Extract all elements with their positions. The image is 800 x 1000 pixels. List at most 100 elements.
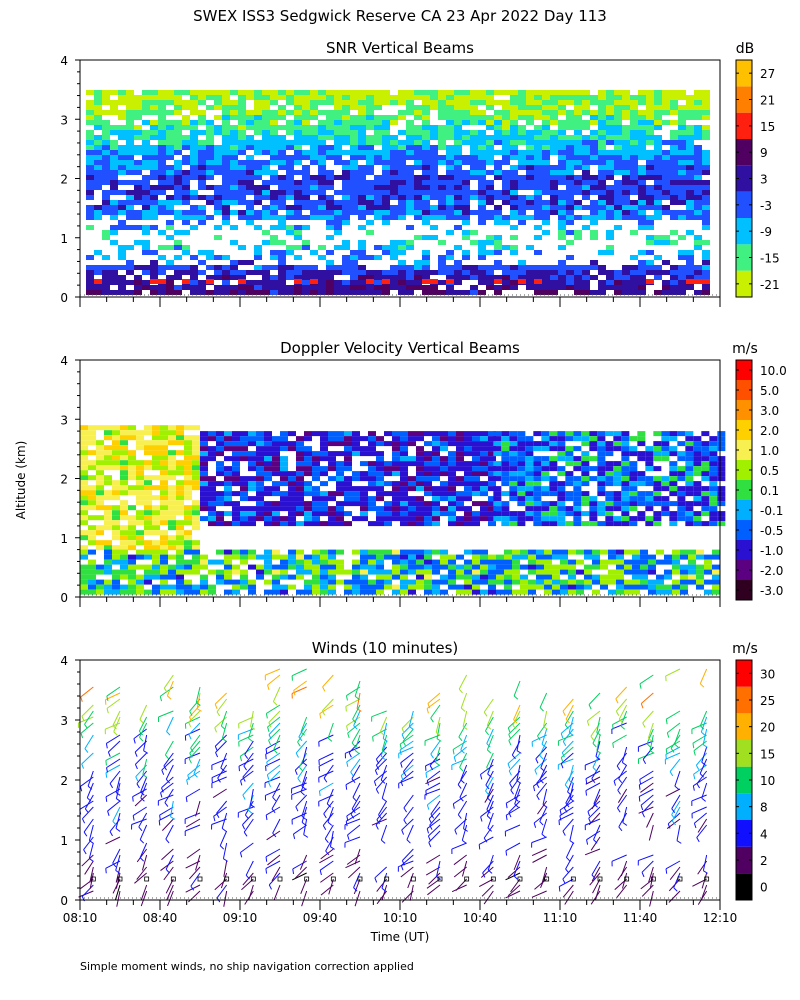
doppler-cell	[112, 549, 120, 555]
doppler-cell	[448, 471, 456, 477]
snr-cell	[406, 275, 414, 280]
snr-cell	[526, 150, 534, 155]
snr-x-ticks	[79, 297, 721, 307]
doppler-cell	[368, 441, 376, 447]
doppler-cell	[320, 579, 328, 585]
snr-cell	[318, 290, 326, 295]
snr-cell	[366, 100, 374, 105]
doppler-cell	[541, 516, 550, 522]
snr-cell	[638, 110, 646, 115]
snr-cell	[462, 185, 470, 190]
snr-cell	[558, 260, 566, 265]
snr-cell	[686, 175, 694, 180]
snr-cell	[198, 175, 206, 180]
doppler-cell	[669, 486, 678, 492]
snr-cell	[166, 260, 174, 265]
snr-cell	[510, 115, 518, 120]
snr-cell	[374, 120, 382, 125]
snr-cell	[390, 215, 398, 220]
doppler-cell	[448, 436, 456, 442]
snr-cell	[110, 150, 118, 155]
wind-barb-flag	[188, 734, 192, 740]
doppler-cell	[424, 491, 432, 497]
snr-cell	[622, 100, 630, 105]
snr-cell	[198, 130, 206, 135]
wind-barb	[188, 710, 201, 723]
snr-cell	[158, 175, 166, 180]
doppler-cell	[152, 505, 160, 511]
snr-cell	[270, 265, 278, 270]
doppler-cell	[128, 525, 136, 531]
doppler-cell	[408, 441, 416, 447]
doppler-cell	[669, 481, 678, 487]
snr-cell	[198, 180, 206, 185]
snr-cell	[294, 100, 302, 105]
snr-cell	[262, 165, 270, 170]
doppler-cell	[80, 569, 88, 575]
doppler-cell	[400, 461, 408, 467]
wind-barb-flag	[161, 787, 164, 793]
doppler-cell	[416, 554, 424, 560]
doppler-cell	[685, 436, 694, 442]
snr-cell	[526, 280, 534, 285]
doppler-cell	[472, 436, 480, 442]
doppler-cell	[632, 569, 640, 575]
doppler-cell	[184, 465, 192, 471]
snr-cell	[694, 270, 702, 275]
doppler-cell	[432, 584, 440, 590]
doppler-cell	[296, 481, 304, 487]
snr-cell	[142, 145, 150, 150]
snr-cell	[254, 185, 262, 190]
doppler-cell	[104, 455, 112, 461]
snr-cell	[318, 100, 326, 105]
snr-cell	[358, 130, 366, 135]
snr-cell	[142, 155, 150, 160]
snr-cell	[142, 140, 150, 145]
snr-cell	[342, 210, 350, 215]
doppler-cell	[184, 559, 192, 565]
doppler-cell	[136, 465, 144, 471]
snr-cell	[382, 125, 390, 130]
doppler-cell	[424, 511, 432, 517]
snr-cell	[222, 215, 230, 220]
doppler-cell	[424, 431, 432, 437]
doppler-cell	[677, 511, 686, 517]
doppler-cell	[581, 441, 590, 447]
doppler-cell	[112, 525, 120, 531]
snr-cell	[86, 190, 94, 195]
colorbar-segment	[736, 60, 752, 87]
doppler-cell	[629, 451, 638, 457]
snr-cell	[398, 245, 406, 250]
snr-cell	[94, 279, 102, 284]
snr-cell	[542, 115, 550, 120]
doppler-cell	[637, 451, 646, 457]
snr-cell	[254, 130, 262, 135]
doppler-cell	[304, 511, 312, 517]
wind-barb	[294, 866, 308, 879]
snr-cell	[158, 110, 166, 115]
snr-cell	[550, 90, 558, 95]
snr-cell	[470, 110, 478, 115]
doppler-cell	[216, 466, 224, 472]
wind-barb-flag	[186, 779, 189, 785]
snr-cell	[686, 260, 694, 265]
snr-cell	[94, 145, 102, 150]
snr-cell	[334, 215, 342, 220]
snr-cell	[478, 290, 486, 295]
snr-cell	[222, 150, 230, 155]
doppler-cell	[184, 435, 192, 441]
snr-cell	[526, 95, 534, 100]
snr-cell	[174, 255, 182, 260]
doppler-cell	[104, 510, 112, 516]
doppler-cell	[80, 549, 88, 555]
snr-cell	[326, 100, 334, 105]
doppler-cell	[640, 579, 648, 585]
snr-cell	[406, 290, 414, 295]
snr-cell	[494, 90, 502, 95]
snr-cell	[398, 200, 406, 205]
doppler-cell	[264, 559, 272, 565]
snr-cell	[662, 190, 670, 195]
doppler-cell	[208, 431, 216, 437]
doppler-cell	[509, 461, 518, 467]
snr-cell	[318, 125, 326, 130]
